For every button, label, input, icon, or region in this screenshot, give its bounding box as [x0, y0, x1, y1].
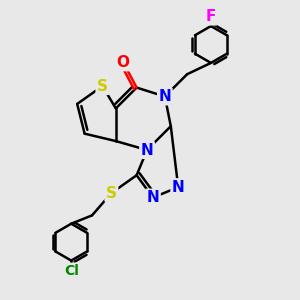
- Text: N: N: [141, 142, 153, 158]
- Text: N: N: [158, 89, 171, 104]
- Text: N: N: [172, 180, 184, 195]
- Text: Cl: Cl: [64, 264, 79, 278]
- Text: S: S: [97, 79, 108, 94]
- Text: O: O: [117, 55, 130, 70]
- Text: S: S: [106, 186, 117, 201]
- Text: F: F: [206, 9, 216, 24]
- Text: N: N: [147, 190, 159, 205]
